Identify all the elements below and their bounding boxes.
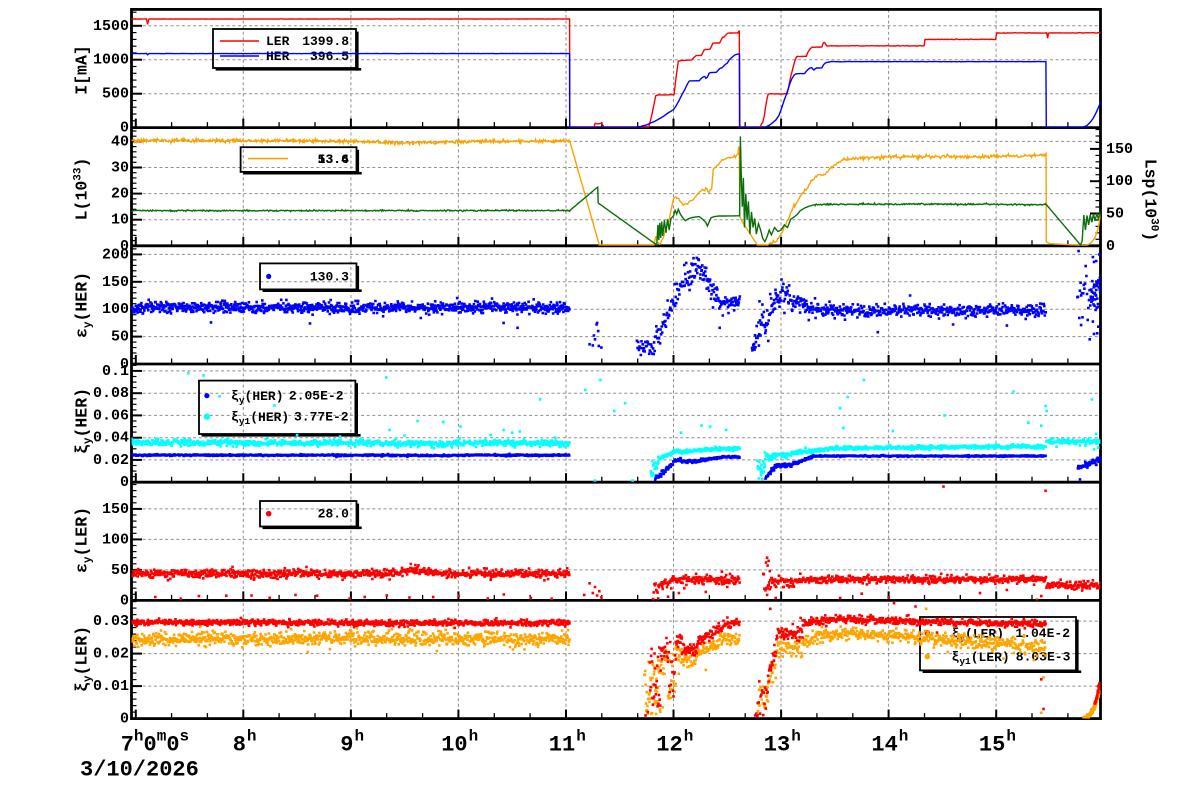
svg-text:8.03E-3: 8.03E-3 [1016, 650, 1071, 665]
svg-text:3.77E-2: 3.77E-2 [294, 410, 349, 425]
svg-text:ξy(LER): ξy(LER) [73, 626, 95, 692]
svg-text:14: 14 [871, 733, 897, 758]
svg-text:h: h [1006, 728, 1016, 746]
svg-text:3/10/2026: 3/10/2026 [80, 758, 199, 783]
svg-text:HER: HER [266, 49, 290, 64]
svg-text:50: 50 [1106, 206, 1124, 223]
svg-text:0.01: 0.01 [93, 678, 129, 695]
svg-text:2.05E-2: 2.05E-2 [289, 389, 344, 404]
svg-text:h: h [355, 728, 365, 746]
svg-text:50: 50 [111, 329, 129, 346]
svg-text:εy(HER): εy(HER) [73, 272, 95, 338]
svg-text:εy(LER): εy(LER) [73, 507, 95, 573]
svg-text:0.04: 0.04 [93, 430, 129, 447]
svg-text:200: 200 [102, 246, 129, 263]
svg-text:10: 10 [441, 733, 467, 758]
svg-text:I[mA]: I[mA] [73, 45, 92, 95]
svg-text:0: 0 [120, 120, 129, 137]
svg-text:7h0m0s: 7h0m0s [121, 728, 189, 758]
svg-text:h: h [791, 728, 801, 746]
svg-text:8: 8 [233, 733, 246, 758]
svg-text:1.04E-2: 1.04E-2 [1015, 626, 1070, 641]
svg-text:40: 40 [111, 133, 129, 150]
svg-text:12: 12 [656, 733, 682, 758]
svg-text:13.4: 13.4 [318, 152, 349, 167]
svg-text:LER: LER [266, 34, 290, 49]
svg-text:130.3: 130.3 [310, 270, 349, 285]
svg-text:100: 100 [1106, 173, 1133, 190]
svg-text:0.03: 0.03 [93, 613, 129, 630]
svg-text:15: 15 [979, 733, 1005, 758]
svg-text:9: 9 [340, 733, 353, 758]
svg-text:0: 0 [120, 711, 129, 728]
svg-text:150: 150 [102, 501, 129, 518]
svg-text:500: 500 [102, 86, 129, 103]
svg-text:0.08: 0.08 [93, 385, 129, 402]
svg-text:L(1033): L(1033) [73, 158, 92, 221]
svg-text:0.02: 0.02 [93, 646, 129, 663]
svg-text:53.6: 53.6 [318, 152, 349, 167]
svg-text:h: h [899, 728, 909, 746]
svg-text:1500: 1500 [93, 18, 129, 35]
svg-text:11: 11 [549, 733, 575, 758]
svg-text:0: 0 [120, 238, 129, 255]
svg-text:0.1: 0.1 [102, 363, 129, 380]
svg-text:h: h [684, 728, 694, 746]
svg-text:13: 13 [764, 733, 790, 758]
svg-text:150: 150 [102, 274, 129, 291]
svg-text:ξy(HER): ξy(HER) [231, 389, 284, 406]
svg-text:10: 10 [111, 212, 129, 229]
svg-text:h: h [247, 728, 257, 746]
svg-text:0.02: 0.02 [93, 452, 129, 469]
svg-text:0: 0 [120, 592, 129, 609]
svg-text:h: h [576, 728, 586, 746]
svg-text:100: 100 [102, 301, 129, 318]
svg-text:150: 150 [1106, 141, 1133, 158]
svg-text:1399.8: 1399.8 [302, 34, 349, 49]
svg-text:1000: 1000 [93, 52, 129, 69]
svg-text:20: 20 [111, 186, 129, 203]
svg-text:ξy(HER): ξy(HER) [73, 388, 95, 454]
svg-text:0: 0 [1106, 238, 1115, 255]
svg-text:100: 100 [102, 531, 129, 548]
svg-text:h: h [469, 728, 479, 746]
svg-text:50: 50 [111, 562, 129, 579]
svg-text:396.5: 396.5 [310, 49, 349, 64]
svg-text:30: 30 [111, 160, 129, 177]
svg-text:0: 0 [120, 356, 129, 373]
svg-text:0.06: 0.06 [93, 407, 129, 424]
svg-text:0: 0 [120, 474, 129, 491]
svg-text:28.0: 28.0 [318, 507, 349, 522]
